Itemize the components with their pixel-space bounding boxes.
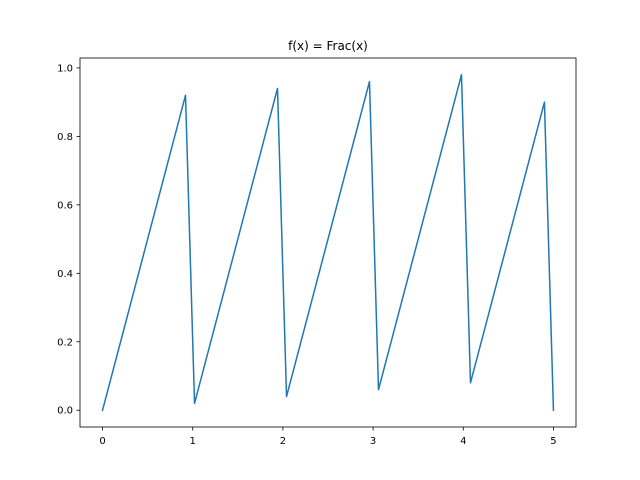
x-tick-label: 3 <box>370 436 376 447</box>
y-tick-label: 0.2 <box>57 337 73 348</box>
x-tick-label: 2 <box>280 436 286 447</box>
chart-title: f(x) = Frac(x) <box>288 39 368 53</box>
plot-area <box>101 74 555 412</box>
y-tick-label: 0.8 <box>57 132 73 143</box>
axes-frame <box>79 57 577 428</box>
y-tick-label: 0.6 <box>57 200 73 211</box>
x-tick-label: 1 <box>190 436 196 447</box>
x-tick-label: 4 <box>460 436 466 447</box>
y-tick-label: 0.4 <box>57 269 73 280</box>
x-tick-label: 5 <box>550 436 556 447</box>
series-line-0 <box>101 74 555 412</box>
axes: 0 1 2 3 4 5 0.0 0.2 0.4 0.6 0.8 1.0 <box>57 57 577 447</box>
y-tick-label: 1.0 <box>57 63 73 74</box>
y-tick-label: 0.0 <box>57 406 73 417</box>
x-tick-label: 0 <box>99 436 105 447</box>
